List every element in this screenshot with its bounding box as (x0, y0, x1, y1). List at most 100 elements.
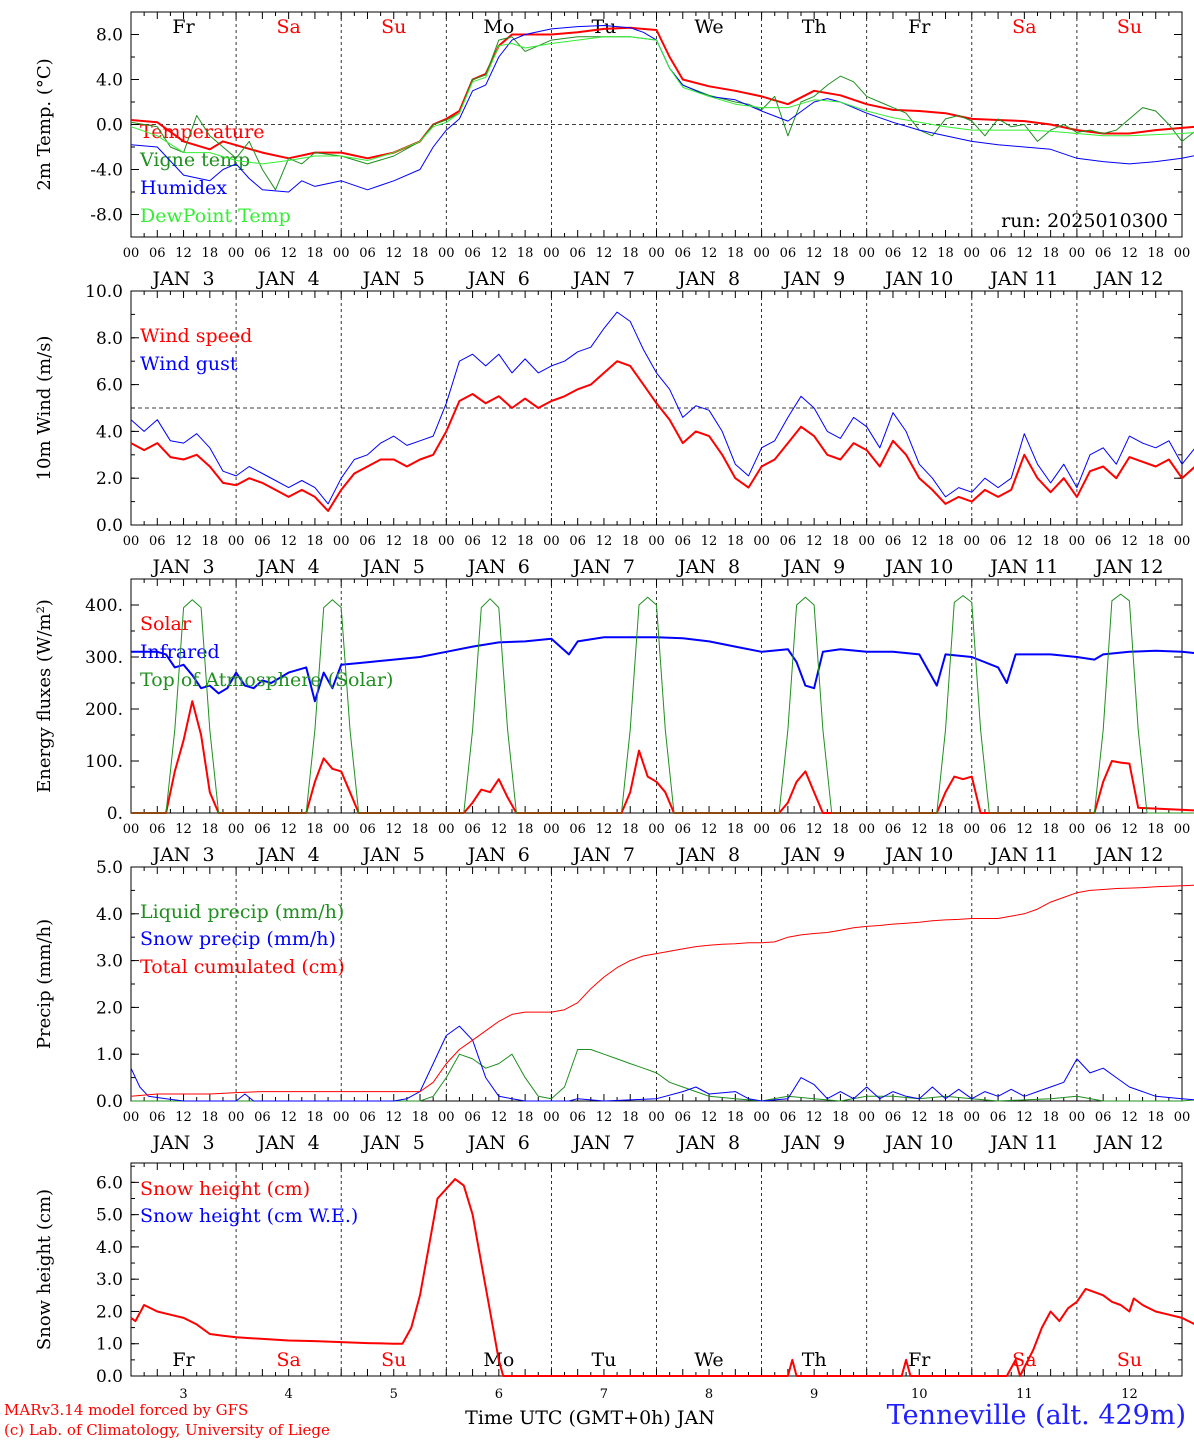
hour-tick-label: 00 (123, 534, 140, 549)
series-energy-0 (131, 700, 1194, 814)
y-tick-label: 1.0 (96, 1335, 123, 1355)
hour-tick-label: 12 (280, 1110, 297, 1125)
hour-tick-label: 00 (543, 1110, 560, 1125)
hour-tick-label: 00 (753, 1110, 770, 1125)
date-label: JAN 10 (883, 268, 953, 290)
date-label: JAN 6 (466, 844, 530, 866)
y-tick-label: 3.0 (96, 1270, 123, 1290)
hour-tick-label: 18 (412, 1110, 429, 1125)
y-tick-label: 6.0 (96, 376, 123, 396)
legend-entry: Snow height (cm W.E.) (140, 1205, 358, 1227)
hour-tick-label: 06 (149, 822, 166, 837)
hour-tick-label: 12 (385, 822, 402, 837)
y-tick-label: 300. (85, 648, 123, 668)
hour-tick-label: 06 (149, 534, 166, 549)
y-tick-label: -4.0 (90, 161, 123, 181)
hour-tick-label: 00 (964, 1110, 981, 1125)
hour-tick-label: 06 (675, 1110, 692, 1125)
legend-entry: Wind gust (140, 353, 238, 375)
hour-tick-label: 00 (438, 1110, 455, 1125)
hour-tick-label: 12 (175, 1110, 192, 1125)
hour-tick-label: 12 (701, 822, 718, 837)
hour-tick-label: 18 (517, 1110, 534, 1125)
hour-tick-label: 12 (1016, 1110, 1033, 1125)
y-tick-label: 5.0 (96, 858, 123, 878)
hour-tick-label: 12 (280, 534, 297, 549)
hour-tick-label: 12 (596, 822, 613, 837)
y-tick-label: 400. (85, 596, 123, 616)
hour-tick-label: 18 (1042, 822, 1059, 837)
series-precip-1 (130, 1025, 1194, 1102)
hour-tick-label: 00 (1174, 822, 1191, 837)
weekday-label: Mo (483, 16, 514, 38)
legend-entry: Humidex (140, 177, 227, 199)
panel-energy: 0. 100. 200. 300. 400. Energy fluxes (W/m²) 00… (34, 578, 1194, 866)
y-tick-label: 8.0 (96, 329, 123, 349)
hour-tick-label: 06 (569, 534, 586, 549)
date-label: JAN 4 (256, 844, 320, 866)
hour-tick-label: 18 (1042, 246, 1059, 261)
hour-tick-label: 00 (1069, 1110, 1086, 1125)
series-temp-2 (130, 25, 1194, 193)
hour-tick-label: 12 (701, 1110, 718, 1125)
hour-tick-label: 18 (727, 246, 744, 261)
date-label: JAN 5 (361, 1132, 425, 1154)
hour-tick-label: 18 (517, 246, 534, 261)
date-label: JAN 9 (781, 1132, 845, 1154)
hour-tick-label: 18 (622, 1110, 639, 1125)
hour-tick-label: 18 (412, 534, 429, 549)
weekday-label: Tu (591, 1349, 616, 1371)
hour-tick-label: 12 (806, 822, 823, 837)
hour-tick-label: 18 (937, 534, 954, 549)
weekday-label: Su (381, 1349, 406, 1371)
day-number-label: 8 (705, 1387, 713, 1402)
hour-tick-label: 00 (648, 246, 665, 261)
hour-tick-label: 00 (858, 822, 875, 837)
y-tick-label: 4.0 (96, 905, 123, 925)
hour-tick-label: 12 (491, 534, 508, 549)
hour-tick-label: 18 (517, 534, 534, 549)
date-label: JAN 12 (1093, 844, 1163, 866)
hour-tick-label: 18 (1147, 246, 1164, 261)
hour-tick-label: 12 (280, 246, 297, 261)
hour-tick-label: 18 (202, 822, 219, 837)
date-label: JAN 3 (150, 556, 214, 578)
y-tick-label: 2.0 (96, 1302, 123, 1322)
hour-tick-label: 12 (1121, 246, 1138, 261)
legend-entry: DewPoint Temp (140, 205, 291, 227)
hour-tick-label: 18 (727, 1110, 744, 1125)
legend-entry: Wind speed (140, 325, 252, 347)
hour-tick-label: 18 (517, 822, 534, 837)
hour-tick-label: 06 (464, 246, 481, 261)
y-tick-label: 8.0 (96, 26, 123, 46)
credit-model: MARv3.14 model forced by GFS (4, 1401, 249, 1419)
hour-tick-label: 18 (1042, 1110, 1059, 1125)
x-axis-label: Time UTC (GMT+0h) JAN (465, 1407, 715, 1429)
hour-tick-label: 06 (464, 822, 481, 837)
day-number-label: 5 (390, 1387, 398, 1402)
weekday-label: Fr (908, 1349, 931, 1371)
hour-tick-label: 12 (491, 1110, 508, 1125)
hour-tick-label: 12 (596, 246, 613, 261)
y-tick-label: 4.0 (96, 422, 123, 442)
date-label: JAN 6 (466, 268, 530, 290)
hour-tick-label: 18 (727, 534, 744, 549)
hour-tick-label: 18 (1147, 1110, 1164, 1125)
legend-entry: Liquid precip (mm/h) (140, 901, 344, 923)
hour-tick-label: 18 (832, 246, 849, 261)
hour-tick-label: 06 (885, 534, 902, 549)
weekday-label: We (694, 1349, 723, 1371)
date-label: JAN 12 (1093, 1132, 1163, 1154)
hour-tick-label: 00 (123, 1110, 140, 1125)
panel-wind: 0.0 2.0 4.0 6.0 8.0 10.0 10m Wind (m/s) 00 06 12 1… (34, 282, 1194, 578)
hour-tick-label: 06 (254, 534, 271, 549)
y-axis-label: 10m Wind (m/s) (34, 336, 55, 481)
y-tick-label: 5.0 (96, 1206, 123, 1226)
hour-tick-label: 12 (385, 246, 402, 261)
panel-precip: 0.0 1.0 2.0 3.0 4.0 5.0 Precip (mm/h) 00 06 12 18 0… (34, 858, 1194, 1154)
hour-tick-label: 06 (464, 534, 481, 549)
hour-tick-label: 12 (806, 1110, 823, 1125)
hour-tick-label: 00 (333, 1110, 350, 1125)
weekday-label: Tu (591, 16, 616, 38)
date-label: JAN 3 (150, 844, 214, 866)
